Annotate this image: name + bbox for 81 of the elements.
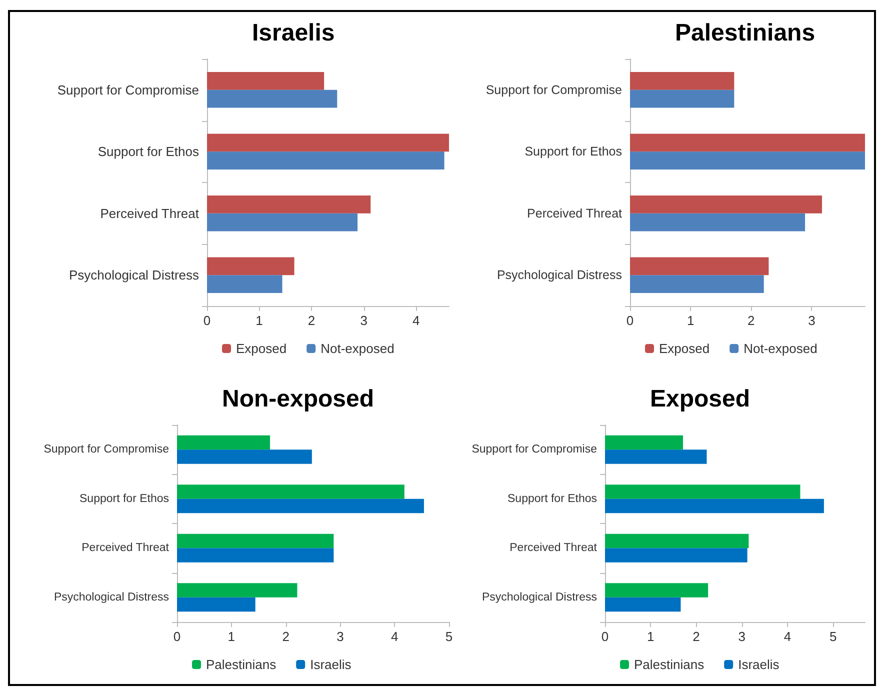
bar — [630, 195, 822, 214]
bar — [177, 548, 334, 562]
y-tick-label: Support for Compromise — [44, 444, 169, 456]
bar — [605, 534, 749, 548]
bar — [630, 275, 764, 294]
x-tick-label: 3 — [808, 313, 816, 328]
y-tick-label: Perceived Threat — [100, 206, 200, 221]
bar — [630, 90, 734, 108]
y-tick-label: Support for Ethos — [524, 144, 622, 159]
y-tick-label: Perceived Threat — [82, 542, 170, 554]
chart-title: Palestinians — [675, 20, 816, 46]
bar — [177, 597, 256, 612]
bar — [605, 498, 824, 514]
legend-label: Exposed — [236, 341, 287, 356]
x-tick-label: 3 — [336, 629, 344, 644]
x-tick-label: 2 — [748, 313, 755, 328]
x-tick-label: 1 — [686, 313, 694, 328]
bar — [207, 152, 444, 170]
x-tick-label: 4 — [412, 313, 420, 328]
y-tick-label: Support for Ethos — [98, 144, 200, 160]
x-tick-label: 0 — [173, 629, 181, 644]
x-tick-label: 5 — [829, 629, 837, 644]
bar — [207, 257, 294, 276]
legend-label: Not-exposed — [320, 341, 394, 356]
y-tick-label: Support for Ethos — [80, 492, 170, 505]
bar — [207, 213, 358, 232]
bar — [177, 484, 404, 499]
y-tick-label: Psychological Distress — [54, 591, 170, 604]
x-tick-label: 1 — [228, 629, 236, 644]
bar — [605, 548, 748, 562]
x-tick-label: 2 — [308, 313, 316, 328]
y-tick-label: Psychological Distress — [68, 268, 200, 283]
bar — [177, 450, 312, 464]
bar — [177, 583, 298, 598]
x-tick-label: 4 — [390, 629, 398, 644]
bar — [207, 72, 324, 90]
x-tick-label: 1 — [256, 313, 263, 328]
x-tick-label: 4 — [784, 629, 792, 644]
legend-label: Exposed — [659, 341, 710, 356]
y-tick-label: Perceived Threat — [510, 542, 598, 554]
bar — [207, 90, 338, 108]
bar — [605, 484, 800, 499]
y-tick-label: Support for Compromise — [486, 82, 622, 97]
bar — [177, 498, 424, 514]
legend-label: Palestinians — [206, 657, 277, 672]
bar — [177, 435, 270, 450]
y-tick-label: Support for Compromise — [57, 82, 199, 98]
legend-label: Israelis — [310, 657, 352, 672]
chart-title: Exposed — [650, 386, 750, 412]
bar — [630, 213, 806, 232]
legend-label: Not-exposed — [744, 341, 818, 356]
x-tick-label: 2 — [282, 629, 290, 644]
x-tick-label: 3 — [360, 313, 368, 328]
x-tick-label: 5 — [445, 629, 453, 644]
x-tick-label: 0 — [601, 629, 609, 644]
bar — [630, 257, 769, 276]
bar — [605, 597, 681, 612]
y-tick-label: Support for Compromise — [472, 444, 597, 456]
legend-label: Israelis — [738, 657, 780, 672]
x-tick-label: 0 — [626, 313, 634, 328]
bar — [207, 134, 449, 152]
chart-title: Israelis — [252, 20, 335, 46]
bar — [630, 152, 865, 170]
y-tick-label: Psychological Distress — [482, 591, 598, 604]
bar — [630, 72, 734, 90]
y-tick-label: Support for Ethos — [508, 492, 598, 505]
legend-label: Palestinians — [634, 657, 705, 672]
bar — [207, 275, 282, 294]
bar — [605, 435, 683, 450]
x-tick-label: 3 — [738, 629, 746, 644]
x-tick-label: 0 — [203, 313, 211, 328]
bar — [630, 134, 865, 152]
chart-title: Non-exposed — [222, 386, 374, 412]
y-tick-label: Psychological Distress — [496, 268, 622, 282]
y-tick-label: Perceived Threat — [527, 206, 623, 220]
bar — [177, 534, 334, 548]
bar — [605, 450, 707, 464]
bar — [207, 195, 371, 214]
x-tick-label: 2 — [692, 629, 700, 644]
x-tick-label: 1 — [646, 629, 654, 644]
bar — [605, 583, 708, 598]
